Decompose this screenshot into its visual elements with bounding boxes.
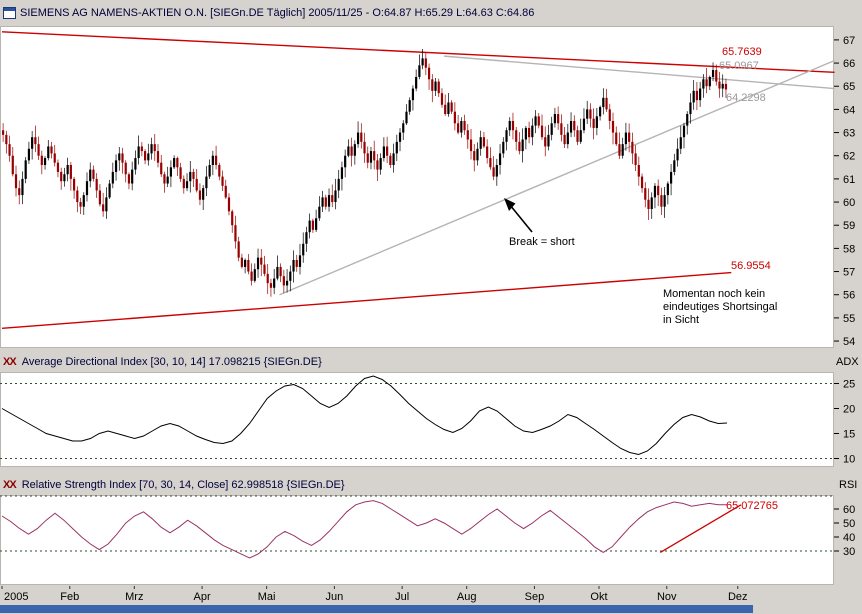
break-short-arrow: [504, 198, 533, 233]
time-axis: 2005 Feb Mrz Apr Mai Jun Jul Aug Sep Okt Nov Dez: [1, 586, 748, 603]
value-axis: 60 50 40 30: [834, 504, 855, 558]
svg-text:58: 58: [843, 243, 855, 255]
support-value-label: 56.9554: [731, 260, 771, 272]
rsi-trend-value-label: 65.072765: [726, 500, 778, 512]
rsi-chart[interactable]: 60 50 40 30: [0, 495, 862, 585]
svg-text:59: 59: [843, 220, 855, 232]
svg-text:25: 25: [843, 379, 855, 391]
svg-text:63: 63: [843, 128, 855, 140]
adx-title-prefix: XX: [3, 355, 17, 368]
svg-text:Nov: Nov: [657, 591, 677, 603]
svg-text:Aug: Aug: [457, 591, 477, 603]
rsi-title-prefix: XX: [3, 478, 17, 491]
rsi-panel-title: Relative Strength Index [70, 30, 14, Clo…: [21, 478, 345, 491]
value-axis: 67 66 65 64 63 62 61 60 59 58 57 56 55 54: [834, 35, 855, 348]
svg-text:56: 56: [843, 290, 855, 302]
svg-text:30: 30: [843, 546, 855, 558]
chart-window-icon: [3, 6, 16, 19]
svg-text:64: 64: [843, 104, 855, 116]
gray-lower-value-label: 64.2298: [726, 92, 766, 104]
candlestick-series: [2, 49, 728, 297]
svg-text:62: 62: [843, 151, 855, 163]
svg-text:Okt: Okt: [590, 591, 607, 603]
time-scrollbar[interactable]: [0, 605, 753, 613]
price-chart[interactable]: 67 66 65 64 63 62 61 60 59 58 57 56 55 54: [0, 26, 862, 348]
svg-text:60: 60: [843, 504, 855, 516]
svg-text:Jun: Jun: [326, 591, 344, 603]
ADX-line: [1, 375, 728, 456]
svg-text:Feb: Feb: [60, 591, 79, 603]
main-panel-title: SIEMENS AG NAMENS-AKTIEN O.N. [SIEGn.DE …: [20, 6, 535, 19]
adx-chart[interactable]: 25 20 15 10: [0, 372, 862, 467]
svg-text:40: 40: [843, 532, 855, 544]
svg-text:15: 15: [843, 429, 855, 441]
svg-text:55: 55: [843, 313, 855, 325]
adx-axis-label: ADX: [836, 356, 859, 368]
adx-panel-titlebar[interactable]: XX Average Directional Index [30, 10, 14…: [0, 353, 834, 370]
svg-text:Apr: Apr: [194, 591, 211, 603]
svg-text:Dez: Dez: [728, 591, 748, 603]
svg-text:Jul: Jul: [395, 591, 409, 603]
RSI-line: [1, 500, 727, 559]
rsi-panel-titlebar[interactable]: XX Relative Strength Index [70, 30, 14, …: [0, 476, 834, 493]
resistance-value-label: 65.7639: [722, 46, 762, 58]
svg-text:10: 10: [843, 454, 855, 466]
svg-text:50: 50: [843, 518, 855, 530]
main-panel-titlebar[interactable]: SIEMENS AG NAMENS-AKTIEN O.N. [SIEGn.DE …: [0, 4, 834, 21]
gray-upper-value-label: 65.0967: [719, 60, 759, 72]
value-axis: 25 20 15 10: [834, 379, 855, 466]
rsi-axis-label: RSI: [839, 479, 858, 491]
svg-text:67: 67: [843, 35, 855, 47]
svg-text:65: 65: [843, 81, 855, 93]
svg-text:Sep: Sep: [525, 591, 545, 603]
svg-text:20: 20: [843, 404, 855, 416]
short-signal-note: Momentan noch kein eindeutiges Shortsing…: [663, 288, 778, 326]
break-short-label: Break = short: [509, 236, 575, 248]
adx-panel-title: Average Directional Index [30, 10, 14] 1…: [21, 355, 322, 368]
svg-text:57: 57: [843, 267, 855, 279]
svg-text:54: 54: [843, 336, 855, 348]
svg-text:66: 66: [843, 58, 855, 70]
trendlines: [1, 31, 835, 330]
svg-text:Mai: Mai: [258, 591, 276, 603]
svg-text:Mrz: Mrz: [125, 591, 143, 603]
svg-text:2005: 2005: [4, 591, 28, 603]
svg-text:60: 60: [843, 197, 855, 209]
svg-text:61: 61: [843, 174, 855, 186]
